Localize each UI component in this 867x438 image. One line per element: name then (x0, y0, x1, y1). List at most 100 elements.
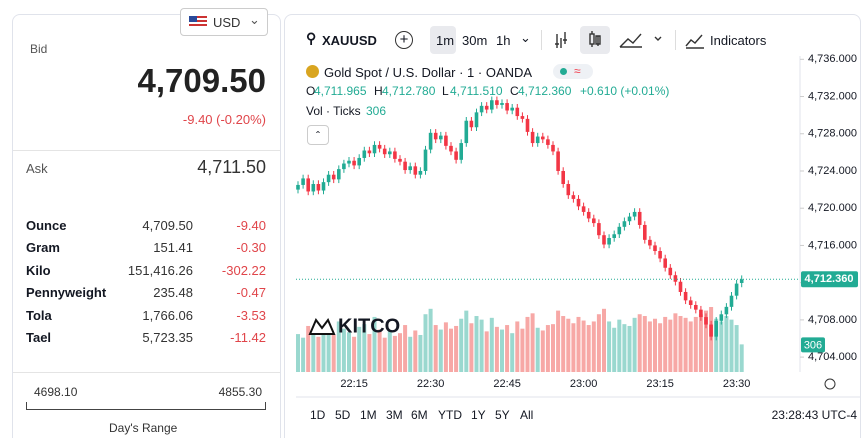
candle-body (433, 132, 438, 140)
volume-bar (372, 316, 377, 372)
volume-bar (336, 321, 341, 372)
symbol-title: Gold Spot / U.S. Dollar · 1 · OANDA (324, 65, 533, 80)
candle-body (449, 145, 453, 152)
candle-body (479, 105, 484, 113)
candle-body (683, 291, 688, 301)
row-change: -0.30 (236, 240, 266, 256)
candle-body (694, 304, 698, 310)
interval[interactable]: 1m (436, 33, 455, 48)
range-button[interactable]: All (520, 408, 534, 422)
range-button[interactable]: YTD (438, 408, 462, 422)
volume-bar (510, 333, 515, 372)
logo: KITCO (308, 315, 400, 337)
volume-bar (515, 321, 520, 372)
volume-bar (739, 344, 744, 372)
candle-body (398, 158, 402, 162)
compare-button[interactable]: + (395, 31, 413, 49)
volume-bar (418, 334, 423, 372)
candle-body (515, 107, 520, 117)
interval[interactable]: 30m (462, 33, 488, 48)
y-tick-label: 4,736.000 (808, 53, 857, 65)
separator (675, 30, 676, 50)
candle-body (546, 139, 550, 145)
symbol[interactable]: XAUUSD (322, 33, 377, 48)
y-tick-label: 4,724.000 (808, 165, 857, 177)
volume-bar (326, 325, 331, 372)
collapse-button[interactable]: ˆ (307, 125, 329, 145)
volume-bar (403, 325, 408, 372)
candle-body (474, 112, 479, 128)
candle-body (331, 174, 336, 180)
interval-menu[interactable]: ⌄ (520, 30, 531, 45)
ask-price: 4,711.50 (197, 157, 266, 177)
candle-body (551, 144, 555, 152)
candle-body (469, 120, 474, 128)
volume-bar (683, 317, 688, 372)
candle-body (352, 160, 356, 166)
volume-bar (632, 317, 637, 372)
volume-bar (622, 324, 627, 372)
ohlc-key: C (510, 84, 519, 98)
candle-body (637, 211, 642, 225)
range-label: Day's Range (109, 421, 178, 435)
clock: 23:28:43 UTC-4 (771, 408, 857, 422)
candle-body (566, 184, 571, 196)
ask-label: Ask (26, 161, 48, 176)
volume-bar (612, 327, 617, 372)
volume-bar (658, 323, 663, 372)
volume-bar (698, 314, 703, 372)
bid-change: -9.40 (-0.20%) (182, 112, 266, 127)
volume-tag-label: 306 (804, 339, 822, 351)
range-button[interactable]: 5Y (495, 408, 510, 422)
volume-bar (663, 316, 668, 372)
candle-body (597, 223, 601, 236)
range-button[interactable]: 3M (386, 408, 403, 422)
interval[interactable]: 1h (496, 33, 511, 48)
candle-body (653, 245, 657, 252)
range-button[interactable]: 1M (360, 408, 377, 422)
range-button[interactable]: 1D (310, 408, 326, 422)
candle-body (658, 251, 662, 259)
row-change: -302.22 (221, 262, 266, 278)
range-high: 4855.30 (218, 385, 262, 399)
candle-body (648, 239, 652, 246)
candle-body (505, 103, 509, 111)
row-name: Ounce (26, 218, 67, 233)
x-tick-label: 23:30 (723, 378, 751, 390)
volume-bar (576, 316, 581, 372)
candle-body (592, 218, 596, 224)
volume-bar (331, 334, 336, 372)
range-button[interactable]: 1Y (471, 408, 486, 422)
candle-body (704, 317, 708, 325)
candle-body (296, 184, 300, 190)
range-low: 4698.10 (34, 385, 78, 399)
indicators-button[interactable]: Indicators (710, 33, 767, 48)
candle-body (678, 281, 683, 292)
candle-body (444, 135, 448, 146)
volume-bar (561, 316, 566, 372)
quote-card (12, 14, 281, 438)
candle-body (668, 267, 673, 276)
range-button[interactable]: 6M (411, 408, 428, 422)
currency-select[interactable]: USD ⌄ (180, 8, 268, 36)
volume-bar (556, 310, 561, 372)
x-tick-label: 23:15 (646, 378, 674, 390)
volume-bar (428, 308, 433, 372)
volume-bar (586, 325, 591, 372)
candle-body (306, 178, 310, 192)
volume-bar (647, 321, 652, 372)
candle-body (571, 195, 576, 199)
search-icon[interactable]: ⚲ (306, 30, 317, 46)
settings-icon[interactable] (824, 378, 836, 390)
candle-body (316, 184, 321, 191)
candle-body (357, 157, 361, 166)
volume-bar (602, 308, 606, 372)
candle-body (362, 150, 367, 158)
volume-bar (581, 320, 586, 372)
ohlc-key: L (442, 84, 449, 98)
range-button[interactable]: 5D (335, 408, 351, 422)
last-price-label: 4,712.360 (805, 273, 854, 285)
candle-body (484, 105, 489, 110)
candle-body (556, 151, 560, 171)
row-price: 4,709.50 (142, 218, 193, 233)
